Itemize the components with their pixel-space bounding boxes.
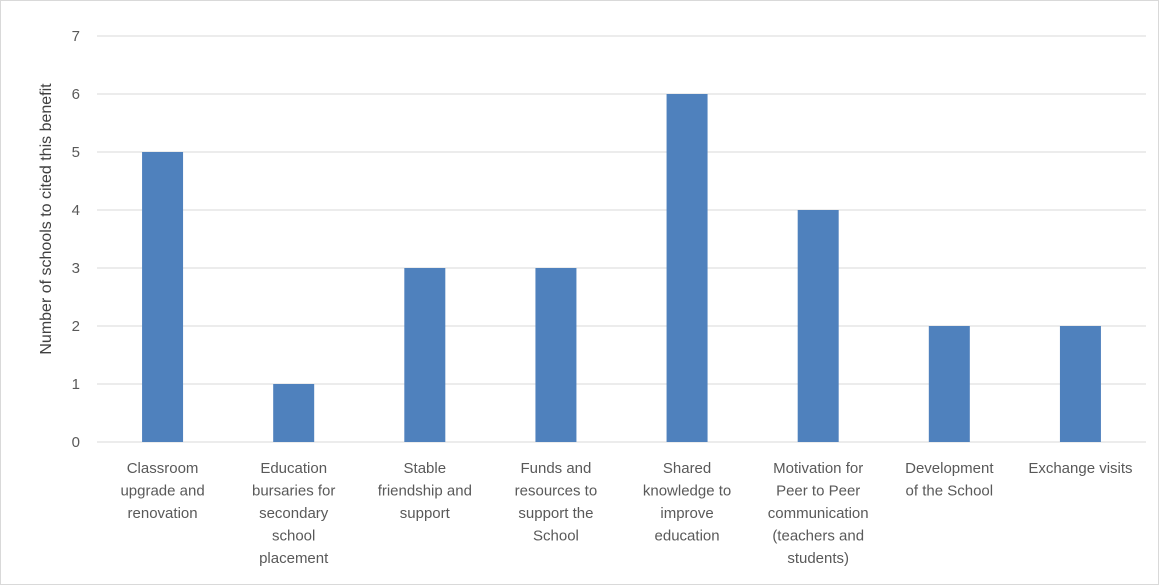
bar-3 bbox=[404, 268, 446, 442]
x-category-label-line: placement bbox=[259, 550, 329, 567]
x-category-label: Classroom upgrade and renovation bbox=[120, 460, 204, 522]
y-tick-label: 0 bbox=[72, 434, 80, 451]
x-category-label: Exchange visits bbox=[1028, 460, 1132, 477]
bar-7 bbox=[928, 326, 970, 442]
y-tick-label: 1 bbox=[72, 376, 80, 393]
x-category-label: Stable friendship and support bbox=[378, 460, 472, 522]
x-category-label: Shared knowledge to improve education bbox=[643, 460, 731, 545]
x-category-label-line: Funds and bbox=[520, 460, 591, 477]
bar-4 bbox=[535, 268, 577, 442]
bar-1 bbox=[142, 152, 184, 442]
gridlines bbox=[97, 35, 1146, 443]
x-category-label-line: improve bbox=[660, 505, 713, 522]
bar-8 bbox=[1059, 326, 1101, 442]
bar-6 bbox=[797, 210, 839, 442]
x-category-label-line: education bbox=[655, 528, 720, 545]
x-category-label: Education bursaries for secondary school pla… bbox=[252, 460, 335, 567]
x-category-label: Motivation for Peer to Peer communication (… bbox=[768, 460, 869, 567]
x-category-label-line: renovation bbox=[128, 505, 198, 522]
bar-2 bbox=[273, 384, 315, 442]
x-category-label-line: support the bbox=[518, 505, 593, 522]
y-tick-label: 4 bbox=[72, 202, 80, 219]
x-category-label: Funds and resources to support the School bbox=[515, 460, 598, 545]
x-category-label-line: bursaries for bbox=[252, 483, 335, 500]
x-category-label-line: Peer to Peer bbox=[776, 483, 860, 500]
y-tick-label: 3 bbox=[72, 260, 80, 277]
x-category-label-line: School bbox=[533, 528, 579, 545]
y-tick-label: 6 bbox=[72, 86, 80, 103]
y-axis-title: Number of schools to cited this benefit bbox=[38, 83, 55, 355]
y-axis-ticks: 0 1 2 3 4 5 6 7 bbox=[72, 28, 80, 451]
x-category-label-line: communication bbox=[768, 505, 869, 522]
x-category-label-line: Stable bbox=[404, 460, 447, 477]
x-category-label-line: support bbox=[400, 505, 451, 522]
x-category-label-line: school bbox=[272, 528, 315, 545]
x-category-label-line: resources to bbox=[515, 483, 598, 500]
x-category-label-line: Classroom bbox=[127, 460, 199, 477]
y-tick-label: 5 bbox=[72, 144, 80, 161]
x-category-label: Development of the School bbox=[905, 460, 994, 500]
x-category-label-line: Development bbox=[905, 460, 994, 477]
x-category-label-line: (teachers and bbox=[772, 528, 864, 545]
x-category-label-line: knowledge to bbox=[643, 483, 731, 500]
x-category-label-line: upgrade and bbox=[120, 483, 204, 500]
x-category-label-line: students) bbox=[787, 550, 849, 567]
y-tick-label: 7 bbox=[72, 28, 80, 45]
x-category-label-line: Motivation for bbox=[773, 460, 863, 477]
x-category-label-line: of the School bbox=[906, 483, 994, 500]
bar-5 bbox=[666, 94, 708, 442]
x-category-label-line: Exchange visits bbox=[1028, 460, 1132, 477]
x-category-label-line: friendship and bbox=[378, 483, 472, 500]
x-category-label-line: Shared bbox=[663, 460, 711, 477]
x-category-label-line: secondary bbox=[259, 505, 329, 522]
x-category-label-line: Education bbox=[260, 460, 327, 477]
x-axis-labels: Classroom upgrade and renovation Education b… bbox=[120, 460, 1132, 567]
bars bbox=[142, 94, 1101, 442]
y-tick-label: 2 bbox=[72, 318, 80, 335]
